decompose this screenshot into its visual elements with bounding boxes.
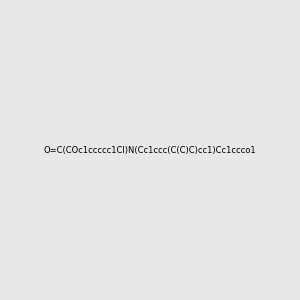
Text: O=C(COc1ccccc1Cl)N(Cc1ccc(C(C)C)cc1)Cc1ccco1: O=C(COc1ccccc1Cl)N(Cc1ccc(C(C)C)cc1)Cc1c…	[44, 146, 256, 154]
